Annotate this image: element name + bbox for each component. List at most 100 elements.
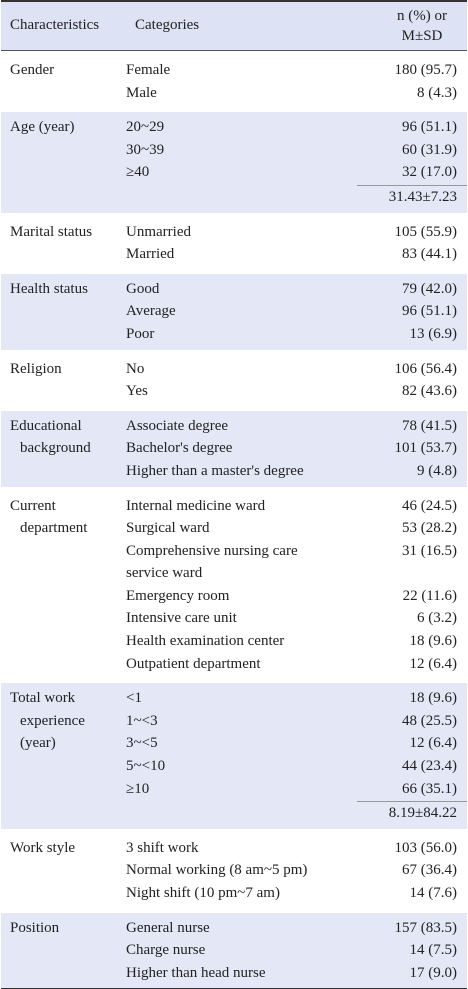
table-row: Good 79 (42.0) (126, 278, 467, 301)
characteristic-cell: Work style (1, 837, 126, 905)
characteristic: Marital status (10, 223, 93, 240)
category: 20~29 (126, 119, 165, 136)
group: Religion No 106 (56.4) Yes 82 (43.6) (1, 354, 467, 407)
category: Yes (126, 383, 148, 400)
summary-value: 31.43±7.23 (357, 184, 467, 209)
category: Higher than a master's degree (126, 462, 304, 479)
characteristic-cell: Total work experience (year) (1, 687, 126, 825)
value: 17 (9.0) (409, 964, 458, 981)
value: 8 (4.3) (417, 84, 457, 101)
value: 14 (7.6) (409, 885, 458, 901)
category: Married (126, 246, 175, 263)
value: 12 (6.4) (409, 735, 458, 752)
characteristic-cell: Position (1, 917, 126, 985)
group: Age (year) 20~29 96 (51.1) 30~39 60 (31.9) ≥4… (1, 112, 467, 213)
category: Normal working (8 am~5 pm) (126, 862, 308, 879)
characteristic: Position (10, 919, 60, 936)
header-line: M±SD (401, 28, 443, 44)
group-rows: No 106 (56.4) Yes 82 (43.6) (126, 358, 467, 403)
characteristic-cell: Health status (1, 278, 126, 346)
group: Total work experience (year) <1 18 (9.6) 1~<3… (1, 683, 467, 829)
value: 6 (3.2) (417, 610, 457, 627)
category: Intensive care unit (126, 610, 237, 627)
category: Female (126, 62, 171, 78)
table-row: 20~29 96 (51.1) (126, 116, 467, 139)
value: 44 (23.4) (402, 758, 457, 775)
table-row: Outpatient department 12 (6.4) (126, 653, 467, 676)
table-row: Male 8 (4.3) (126, 82, 467, 105)
value: 46 (24.5) (402, 497, 457, 514)
group-rows: 3 shift work 103 (56.0) Normal working (8 … (126, 837, 467, 905)
summary-row: 31.43±7.23 (126, 184, 467, 209)
group: Health status Good 79 (42.0) Average 96 (51.… (1, 273, 467, 350)
group: Current department Internal medicine ward 4… (1, 491, 467, 680)
table-row: Health examination center 18 (9.6) (126, 630, 467, 653)
characteristic: Religion (10, 360, 62, 377)
table-row: Charge nurse 14 (7.5) (126, 939, 467, 962)
characteristic: experience (20, 712, 85, 729)
characteristic-cell: Marital status (1, 221, 126, 266)
table-row: Female 180 (95.7) (126, 59, 467, 82)
characteristic: Current (10, 497, 56, 514)
value: 32 (17.0) (402, 164, 457, 181)
category: Poor (126, 325, 155, 342)
value: 22 (11.6) (402, 587, 457, 604)
group: Marital status Unmarried 105 (55.9) Married… (1, 217, 467, 270)
category: General nurse (126, 919, 210, 936)
summary-value: 8.19±84.22 (357, 801, 467, 825)
category: Male (126, 84, 157, 101)
table-row: <1 18 (9.6) (126, 687, 467, 710)
value: 67 (36.4) (402, 862, 457, 879)
value: 180 (95.7) (394, 62, 458, 78)
table-row: Comprehensive nursing care service ward 31… (126, 540, 467, 585)
value: 9 (4.8) (417, 462, 457, 479)
table-row: Associate degree 78 (41.5) (126, 415, 467, 438)
category: Charge nurse (126, 942, 206, 959)
characteristic: Educational (10, 417, 82, 434)
category: <1 (126, 690, 142, 707)
table-row: Yes 82 (43.6) (126, 380, 467, 403)
table-row: Higher than a master's degree 9 (4.8) (126, 460, 467, 483)
value: 18 (9.6) (409, 633, 458, 650)
characteristic: background (20, 440, 91, 457)
header-line: n (%) or (397, 8, 447, 24)
value: 96 (51.1) (402, 119, 457, 136)
value: 82 (43.6) (402, 383, 457, 400)
group-rows: 20~29 96 (51.1) 30~39 60 (31.9) ≥40 32 (17.0)… (126, 116, 467, 208)
characteristic: Health status (10, 280, 88, 297)
table-row: General nurse 157 (83.5) (126, 917, 467, 940)
value: 53 (28.2) (402, 520, 457, 537)
characteristic-cell: Current department (1, 495, 126, 676)
value: 157 (83.5) (394, 919, 458, 936)
group-rows: General nurse 157 (83.5) Charge nurse 14 (7… (126, 917, 467, 985)
category: Night shift (10 pm~7 am) (126, 885, 280, 901)
summary-row: 8.19±84.22 (126, 800, 467, 825)
header-cell: n (%) or M±SD (397, 6, 447, 46)
table-row: ≥40 32 (17.0) (126, 161, 467, 184)
value: 66 (35.1) (402, 780, 457, 797)
table-row: Average 96 (51.1) (126, 300, 467, 323)
table-row: 3 shift work 103 (56.0) (126, 837, 467, 860)
group-rows: <1 18 (9.6) 1~<3 48 (25.5) 3~<5 12 (6.4) 5~<10… (126, 687, 467, 825)
table-row: Surgical ward 53 (28.2) (126, 517, 467, 540)
value: 48 (25.5) (402, 712, 457, 729)
characteristic-cell: Educational background (1, 415, 126, 483)
category: Unmarried (126, 223, 191, 240)
table-row: No 106 (56.4) (126, 358, 467, 381)
table-row: Higher than head nurse 17 (9.0) (126, 962, 467, 985)
value: 31 (16.5) (402, 542, 457, 559)
category: 5~<10 (126, 758, 166, 775)
value: 96 (51.1) (402, 303, 457, 320)
characteristic: Age (year) (10, 119, 75, 136)
table-row: 5~<10 44 (23.4) (126, 755, 467, 778)
category-cell: Comprehensive nursing care service ward (126, 540, 361, 585)
category: Health examination center (126, 633, 285, 650)
group: Work style 3 shift work 103 (56.0) Normal w… (1, 833, 467, 909)
table-row: 1~<3 48 (25.5) (126, 710, 467, 733)
category: Emergency room (126, 587, 230, 604)
table-row: ≥10 66 (35.1) (126, 778, 467, 801)
value: 83 (44.1) (402, 246, 457, 263)
group-rows: Unmarried 105 (55.9) Married 83 (44.1) (126, 221, 467, 266)
